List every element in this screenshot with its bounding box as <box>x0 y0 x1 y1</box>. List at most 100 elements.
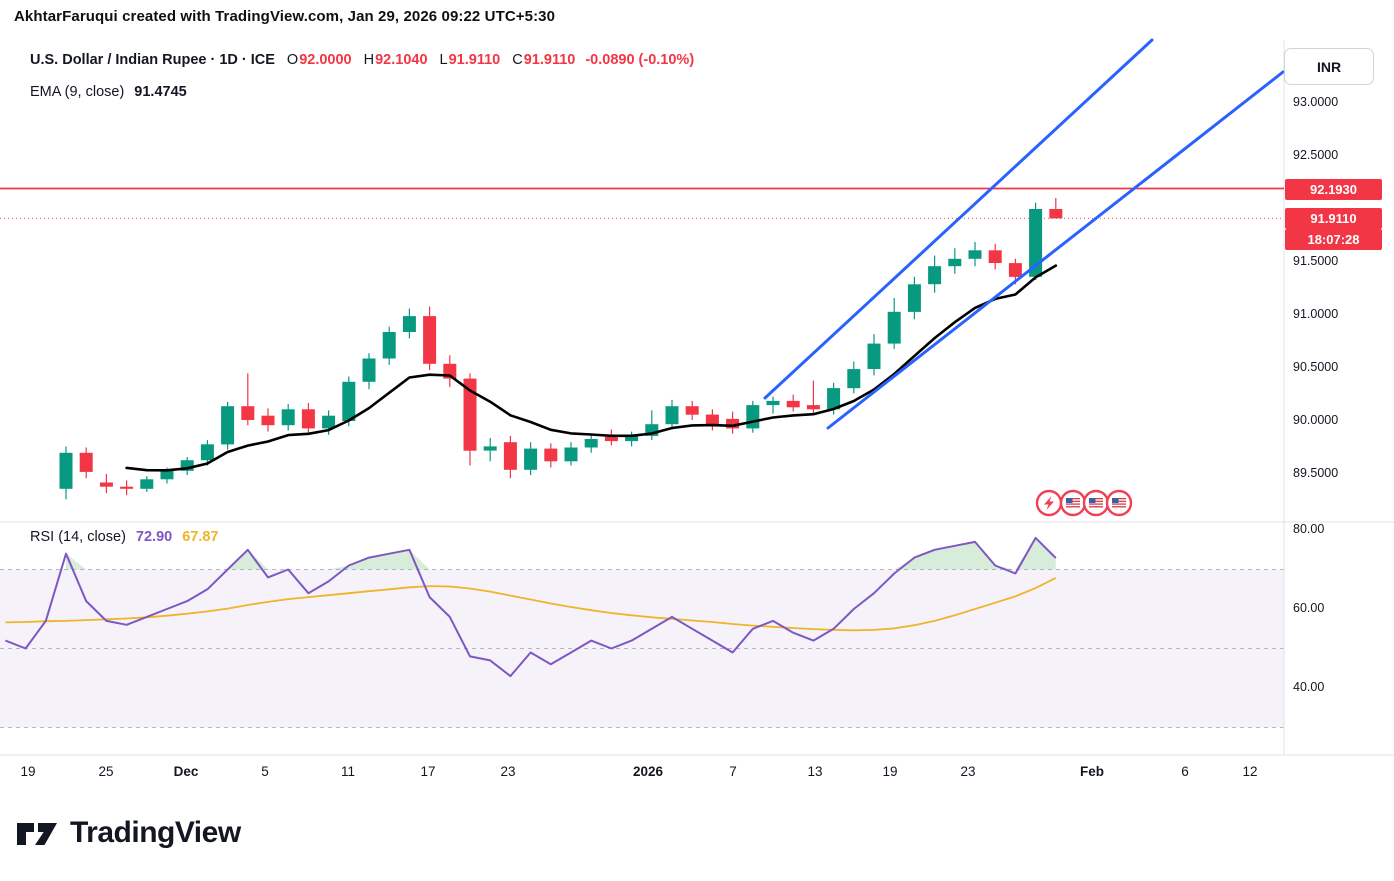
candle[interactable] <box>120 486 134 489</box>
last-price-badge: 91.9110 <box>1285 207 1382 229</box>
low-value: 91.9110 <box>448 52 501 68</box>
time-axis-label: 19 <box>20 764 36 779</box>
candle[interactable] <box>665 406 679 425</box>
price-scale[interactable]: 93.0000 92.5000 91.5000 91.0000 90.5000 90.00… <box>1284 0 1394 881</box>
candle[interactable] <box>402 316 416 332</box>
candle[interactable] <box>887 311 901 344</box>
candle[interactable] <box>241 406 255 420</box>
us-flag-event-icon[interactable] <box>1059 489 1087 517</box>
time-axis-label: 2026 <box>632 764 664 779</box>
price-axis-label: 91.0000 <box>1293 307 1339 321</box>
high-value: 92.1040 <box>375 52 428 68</box>
time-axis-label: 23 <box>500 764 516 779</box>
candle[interactable] <box>503 442 517 470</box>
candle[interactable] <box>463 378 477 451</box>
candle[interactable] <box>382 332 396 359</box>
high-label: H <box>363 52 375 68</box>
candle[interactable] <box>867 343 881 369</box>
candle[interactable] <box>645 424 659 436</box>
rsi-ma-line[interactable] <box>5 577 1057 632</box>
bar-countdown-badge: 18:07:28 <box>1285 228 1382 250</box>
candle[interactable] <box>423 316 437 364</box>
candle[interactable] <box>625 435 639 442</box>
candle[interactable] <box>180 460 194 471</box>
rsi-ma-value: 67.87 <box>182 529 219 545</box>
economic-event-icon[interactable] <box>1035 489 1063 517</box>
candle[interactable] <box>483 446 497 451</box>
candle[interactable] <box>322 415 336 429</box>
rsi-line[interactable] <box>5 536 1057 678</box>
rsi-axis-label: 80.00 <box>1293 522 1325 536</box>
resistance-price-badge: 92.1930 <box>1285 178 1382 200</box>
trend-line[interactable] <box>763 38 1154 400</box>
ema-label: EMA (9, close) <box>30 84 125 100</box>
candle[interactable] <box>806 405 820 410</box>
price-axis-label: 90.0000 <box>1293 413 1339 427</box>
close-label: C <box>512 52 523 68</box>
time-axis-label: 25 <box>98 764 114 779</box>
currency-button[interactable]: INR <box>1284 48 1374 85</box>
candle[interactable] <box>544 448 558 462</box>
candle[interactable] <box>59 452 73 489</box>
time-scale[interactable]: 19 25 Dec 5 11 17 23 2026 7 13 19 23 Feb 6 12 <box>0 757 1284 791</box>
attribution-header: AkhtarFaruqui created with TradingView.c… <box>14 8 556 25</box>
candle[interactable] <box>140 479 154 489</box>
candle[interactable] <box>786 400 800 408</box>
candle[interactable] <box>301 409 315 429</box>
time-axis-label: Dec <box>173 764 199 779</box>
candle[interactable] <box>746 405 760 429</box>
tradingview-logo[interactable]: TradingView <box>14 810 241 856</box>
tradingview-wordmark: TradingView <box>70 816 241 849</box>
candle[interactable] <box>726 418 740 429</box>
symbol-title[interactable]: U.S. Dollar / Indian Rupee · 1D · ICE <box>30 52 275 68</box>
time-axis-label: 13 <box>807 764 823 779</box>
rsi-legend[interactable]: RSI (14, close) 72.90 67.87 <box>30 529 219 545</box>
time-axis-label: 6 <box>1181 764 1189 779</box>
candle[interactable] <box>200 444 214 461</box>
time-axis-label: 17 <box>420 764 436 779</box>
trend-line[interactable] <box>826 70 1285 430</box>
candle[interactable] <box>847 369 861 389</box>
candle[interactable] <box>766 400 780 406</box>
candle[interactable] <box>685 406 699 415</box>
close-value: 91.9110 <box>523 52 576 68</box>
us-flag-event-icon[interactable] <box>1105 489 1133 517</box>
candle[interactable] <box>160 470 174 480</box>
open-label: O <box>286 52 299 68</box>
candle[interactable] <box>362 358 376 382</box>
candle[interactable] <box>281 409 295 426</box>
candle[interactable] <box>342 381 356 421</box>
candle[interactable] <box>584 439 598 448</box>
rsi-axis-label: 40.00 <box>1293 680 1325 694</box>
time-axis-label: 19 <box>882 764 898 779</box>
candle[interactable] <box>705 414 719 425</box>
time-axis-label: 5 <box>261 764 269 779</box>
candle[interactable] <box>524 448 538 470</box>
ema-line[interactable] <box>125 264 1058 472</box>
open-value: 92.0000 <box>299 52 352 68</box>
us-flag-event-icon[interactable] <box>1082 489 1110 517</box>
candle[interactable] <box>564 447 578 462</box>
price-axis-label: 91.5000 <box>1293 254 1339 268</box>
change-value: -0.0890 (-0.10%) <box>585 52 695 68</box>
candle[interactable] <box>988 250 1002 263</box>
candle[interactable] <box>948 258 962 267</box>
time-axis-label: 12 <box>1242 764 1258 779</box>
candle[interactable] <box>1008 263 1022 277</box>
candle[interactable] <box>968 250 982 259</box>
candle[interactable] <box>261 415 275 426</box>
rsi-label: RSI (14, close) <box>30 529 126 545</box>
candle[interactable] <box>928 266 942 285</box>
candle[interactable] <box>1049 209 1063 219</box>
candle[interactable] <box>604 436 618 442</box>
ema-legend[interactable]: EMA (9, close) 91.4745 <box>30 84 187 100</box>
candle[interactable] <box>1029 209 1043 277</box>
candle[interactable] <box>907 284 921 312</box>
candle[interactable] <box>99 482 113 487</box>
candle[interactable] <box>221 406 235 445</box>
candle[interactable] <box>79 452 93 472</box>
time-axis-label: Feb <box>1079 764 1105 779</box>
main-legend[interactable]: U.S. Dollar / Indian Rupee · 1D · ICE O92… <box>30 52 694 68</box>
candle[interactable] <box>827 388 841 410</box>
